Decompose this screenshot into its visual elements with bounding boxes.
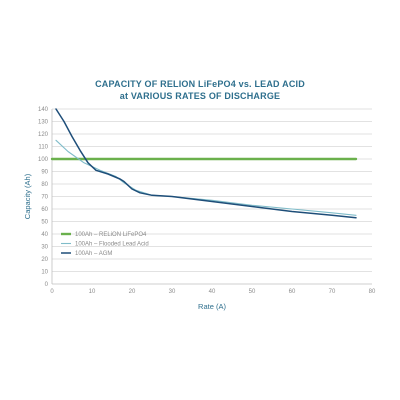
y-tick-label: 60 bbox=[41, 207, 48, 213]
y-tick-label: 20 bbox=[41, 257, 48, 263]
series-line-3 bbox=[55, 108, 357, 219]
x-tick-label: 30 bbox=[169, 289, 176, 295]
chart-subtitle: at VARIOUS RATES OF DISCHARGE bbox=[119, 91, 281, 101]
y-tick-label: 80 bbox=[41, 182, 48, 188]
x-tick-label: 10 bbox=[89, 289, 96, 295]
x-tick-label: 0 bbox=[50, 289, 54, 295]
legend-label: 100Ah – Flooded Lead Acid bbox=[75, 242, 149, 248]
legend-label: 100Ah – AGM bbox=[75, 251, 112, 257]
axes bbox=[51, 109, 372, 285]
tick-labels: 0 10 20 30 40 50 60 70 80 90 100 110 120 130 140 0 10 20 3… bbox=[38, 107, 376, 295]
y-tick-label: 30 bbox=[41, 245, 48, 251]
y-tick-label: 140 bbox=[38, 107, 49, 113]
x-tick-label: 80 bbox=[369, 289, 376, 295]
x-tick-label: 70 bbox=[329, 289, 336, 295]
y-tick-label: 50 bbox=[41, 220, 48, 226]
x-axis-label: Rate (A) bbox=[198, 302, 226, 311]
y-tick-label: 120 bbox=[38, 132, 49, 138]
y-tick-label: 10 bbox=[41, 270, 48, 276]
y-tick-label: 130 bbox=[38, 120, 49, 126]
x-tick-label: 40 bbox=[209, 289, 216, 295]
y-tick-label: 0 bbox=[45, 282, 49, 288]
legend: 100Ah – RELiON LiFePO4 100Ah – Flooded Le… bbox=[61, 232, 149, 257]
y-tick-label: 100 bbox=[38, 157, 49, 163]
series-line-2 bbox=[55, 139, 357, 216]
y-tick-label: 70 bbox=[41, 195, 48, 201]
chart-title: CAPACITY OF RELION LiFePO4 vs. LEAD ACID bbox=[95, 79, 305, 89]
x-tick-label: 60 bbox=[289, 289, 296, 295]
y-axis-label: Capacity (Ah) bbox=[23, 173, 32, 219]
y-tick-label: 110 bbox=[38, 145, 48, 151]
y-tick-label: 40 bbox=[41, 232, 48, 238]
series-lines bbox=[50, 108, 358, 219]
x-tick-label: 20 bbox=[129, 289, 136, 295]
legend-label: 100Ah – RELiON LiFePO4 bbox=[75, 232, 147, 238]
x-tick-label: 50 bbox=[249, 289, 256, 295]
y-tick-label: 90 bbox=[41, 170, 48, 176]
